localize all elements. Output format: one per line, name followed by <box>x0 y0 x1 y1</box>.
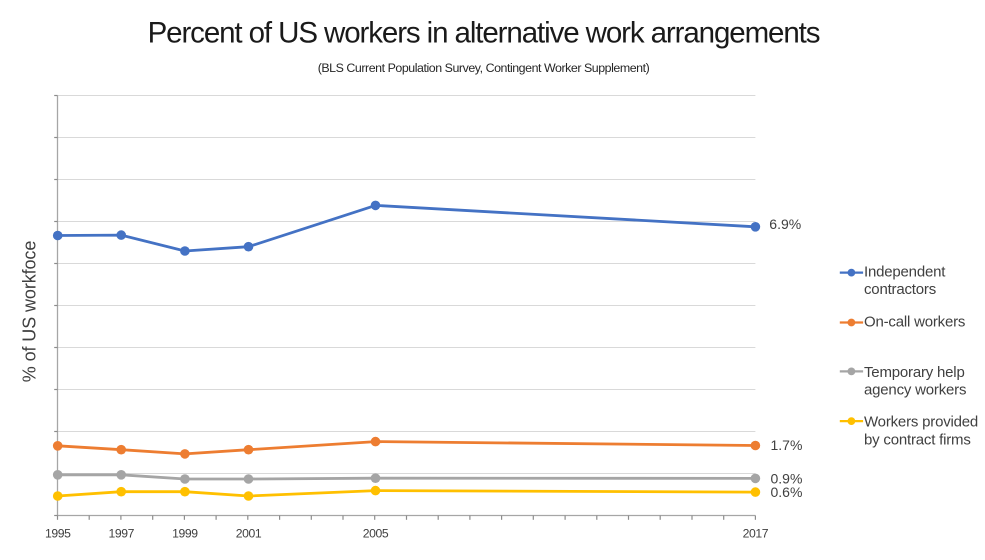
svg-text:2005: 2005 <box>363 527 389 541</box>
svg-text:agency workers: agency workers <box>864 382 966 399</box>
svg-text:Independent: Independent <box>864 264 946 281</box>
svg-text:by contract firms: by contract firms <box>864 431 971 448</box>
svg-text:1995: 1995 <box>45 527 71 541</box>
svg-text:On-call workers: On-call workers <box>864 314 965 331</box>
svg-text:Workers provided: Workers provided <box>864 414 978 431</box>
svg-text:2001: 2001 <box>236 527 262 541</box>
svg-text:% of US workfoce: % of US workfoce <box>20 241 40 383</box>
svg-text:0.6%: 0.6% <box>771 484 803 500</box>
svg-text:2017: 2017 <box>743 527 769 541</box>
svg-text:1.7%: 1.7% <box>771 437 803 453</box>
svg-text:Percent of US workers in alter: Percent of US workers in alternative wor… <box>148 16 820 49</box>
svg-text:(BLS Current Population Survey: (BLS Current Population Survey, Continge… <box>318 61 650 75</box>
svg-text:Temporary help: Temporary help <box>864 364 965 381</box>
svg-text:1997: 1997 <box>108 527 134 541</box>
svg-text:contractors: contractors <box>864 281 936 298</box>
svg-text:0.9%: 0.9% <box>771 470 803 486</box>
svg-text:1999: 1999 <box>172 527 198 541</box>
svg-text:6.9%: 6.9% <box>769 216 801 232</box>
